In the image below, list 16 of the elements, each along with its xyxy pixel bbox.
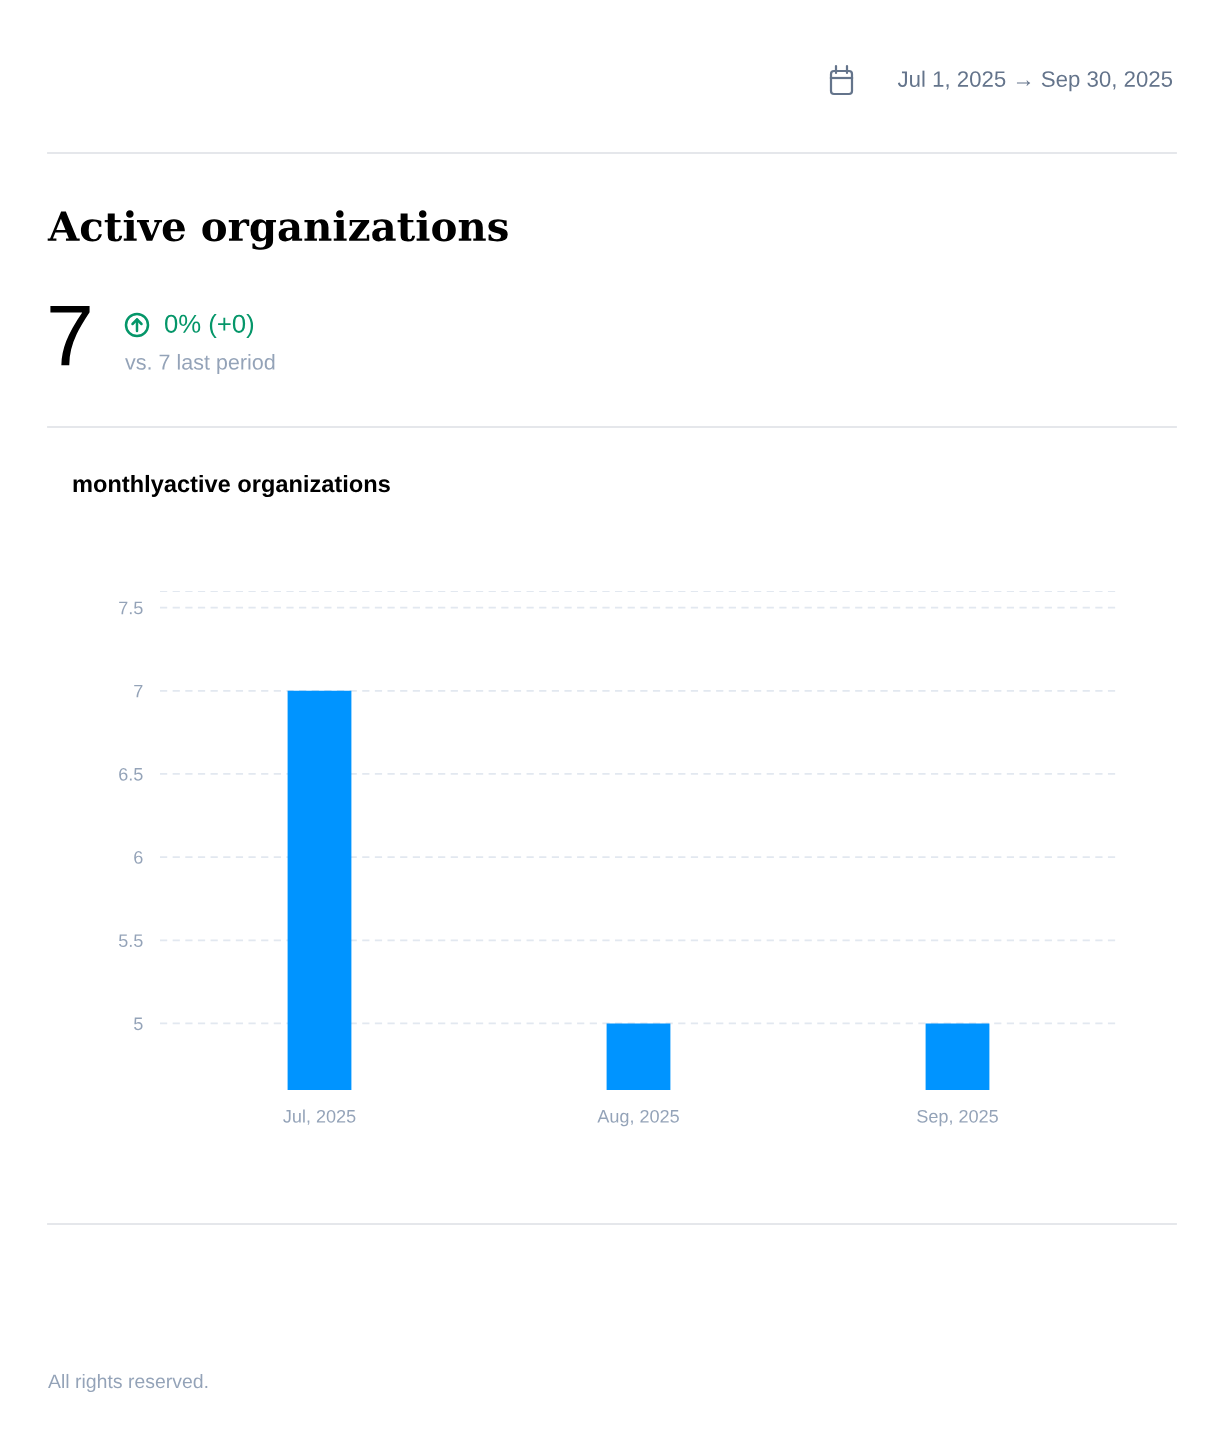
x-tick-label: Jul, 2025	[283, 1109, 356, 1125]
chart-subtitle: monthlyactive organizations	[73, 474, 390, 498]
y-tick-label: 7.5	[119, 601, 143, 615]
text: All rights reserved.	[48, 1373, 208, 1393]
y-tick-label: 5	[134, 1017, 143, 1031]
text: 0% (+0)	[165, 314, 254, 338]
y-tick-label: 7	[134, 684, 143, 698]
y-tick-label: 6.5	[119, 767, 143, 781]
y-tick-label: 6	[134, 851, 143, 864]
text: Jul 1, 2025 → Sep 30, 2025	[897, 70, 1173, 92]
chart-title: Active organizations	[47, 210, 508, 250]
x-tick-label: Aug, 2025	[597, 1109, 679, 1127]
y-tick-label: 5.5	[118, 934, 143, 948]
text: 7	[50, 306, 90, 366]
text: vs. 7 last period	[125, 353, 275, 375]
x-tick-label: Sep, 2025	[917, 1109, 998, 1127]
